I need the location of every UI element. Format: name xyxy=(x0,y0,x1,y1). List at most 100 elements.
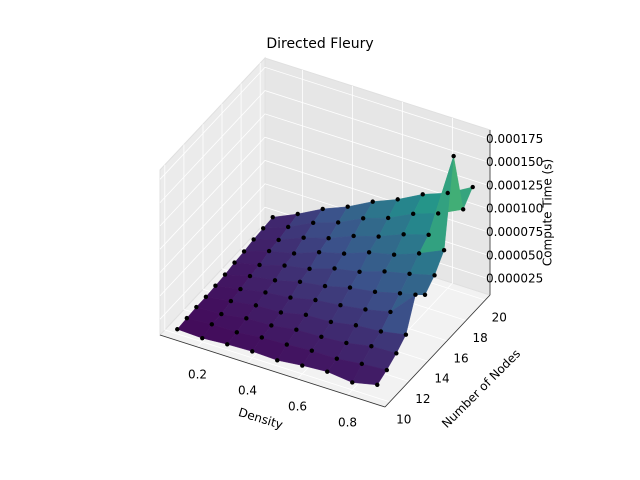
x-tick-label: 0.6 xyxy=(288,400,307,414)
data-point xyxy=(282,263,287,268)
data-point xyxy=(276,237,281,243)
z-tick-label: 0.000025 xyxy=(486,272,543,286)
data-point xyxy=(401,232,406,237)
data-point xyxy=(244,316,249,321)
data-point xyxy=(175,327,180,332)
data-point xyxy=(247,273,253,279)
data-point xyxy=(420,192,425,197)
data-point xyxy=(263,290,268,295)
z-tick-label: 0.000075 xyxy=(486,225,543,239)
data-point xyxy=(350,380,355,385)
data-point xyxy=(353,323,359,328)
data-point xyxy=(253,303,259,308)
data-point xyxy=(310,220,316,226)
data-point xyxy=(320,206,325,212)
axis-line xyxy=(159,334,386,408)
z-tick-label: 0.000175 xyxy=(486,132,543,146)
z-tick-label: 0.000050 xyxy=(486,248,543,262)
y-axis-label: Number of Nodes xyxy=(439,347,523,431)
data-point xyxy=(335,220,341,225)
data-point xyxy=(369,344,374,349)
data-point xyxy=(225,342,230,347)
data-point xyxy=(257,262,262,268)
data-point xyxy=(403,332,409,337)
z-tick-label: 0.000100 xyxy=(486,202,543,216)
data-point xyxy=(363,307,368,312)
data-point xyxy=(209,322,215,327)
data-point xyxy=(222,272,228,277)
data-point xyxy=(345,204,350,209)
grid-line xyxy=(159,90,491,203)
data-point xyxy=(259,335,265,340)
data-point xyxy=(316,249,322,255)
z-tick-label: 0.000125 xyxy=(486,178,543,192)
data-point xyxy=(300,363,305,368)
data-point xyxy=(295,211,300,217)
data-point xyxy=(313,297,318,303)
data-point xyxy=(413,292,418,297)
data-point xyxy=(347,285,353,290)
data-point xyxy=(284,342,290,347)
data-point xyxy=(301,235,306,240)
data-point xyxy=(370,199,375,204)
data-point xyxy=(288,295,293,300)
data-point xyxy=(260,226,266,231)
data-point xyxy=(366,250,372,255)
data-point xyxy=(394,351,399,356)
data-point xyxy=(184,315,190,321)
data-point xyxy=(309,348,315,353)
data-point xyxy=(332,266,337,271)
z-tick-label: 0.000150 xyxy=(486,155,543,169)
data-point xyxy=(278,310,284,315)
data-point xyxy=(269,323,274,328)
data-point xyxy=(200,335,205,341)
data-point xyxy=(397,291,403,296)
data-point xyxy=(470,184,475,190)
data-point xyxy=(391,252,397,257)
data-point xyxy=(372,289,378,295)
grid-line xyxy=(159,66,491,180)
data-point xyxy=(416,251,422,256)
data-point xyxy=(341,251,347,256)
y-tick-label: 10 xyxy=(396,412,411,426)
data-point xyxy=(319,334,324,339)
grid-line xyxy=(159,113,491,227)
data-point xyxy=(441,247,447,253)
y-tick-label: 12 xyxy=(415,392,430,406)
data-point xyxy=(194,304,199,310)
grid-line xyxy=(164,164,390,403)
data-point xyxy=(432,273,437,278)
data-point xyxy=(376,234,381,239)
data-point xyxy=(275,358,280,363)
data-point xyxy=(291,251,297,256)
data-point xyxy=(203,294,209,300)
x-tick-label: 0.8 xyxy=(338,416,357,430)
data-point xyxy=(334,356,340,361)
data-point xyxy=(266,248,272,254)
data-point xyxy=(338,303,343,308)
data-point xyxy=(382,269,387,274)
data-point xyxy=(272,278,278,283)
data-point xyxy=(375,382,380,388)
data-point xyxy=(251,237,256,242)
data-point xyxy=(351,233,356,239)
data-point xyxy=(285,224,291,230)
data-point xyxy=(303,312,309,318)
data-point xyxy=(250,349,255,354)
data-point xyxy=(328,319,334,325)
y-tick-label: 20 xyxy=(492,311,507,325)
data-point xyxy=(213,283,218,288)
data-point xyxy=(426,232,431,238)
x-axis-label: Density xyxy=(237,405,285,432)
x-tick-label: 0.4 xyxy=(238,384,257,398)
z-axis-label: Compute Time (s) xyxy=(541,159,555,266)
data-point xyxy=(385,215,391,221)
y-tick-label: 18 xyxy=(472,331,487,345)
data-point xyxy=(344,340,349,346)
data-point xyxy=(360,216,366,221)
data-point xyxy=(294,327,299,332)
data-point xyxy=(445,190,450,196)
axis-line xyxy=(384,294,491,408)
data-point xyxy=(378,329,384,334)
